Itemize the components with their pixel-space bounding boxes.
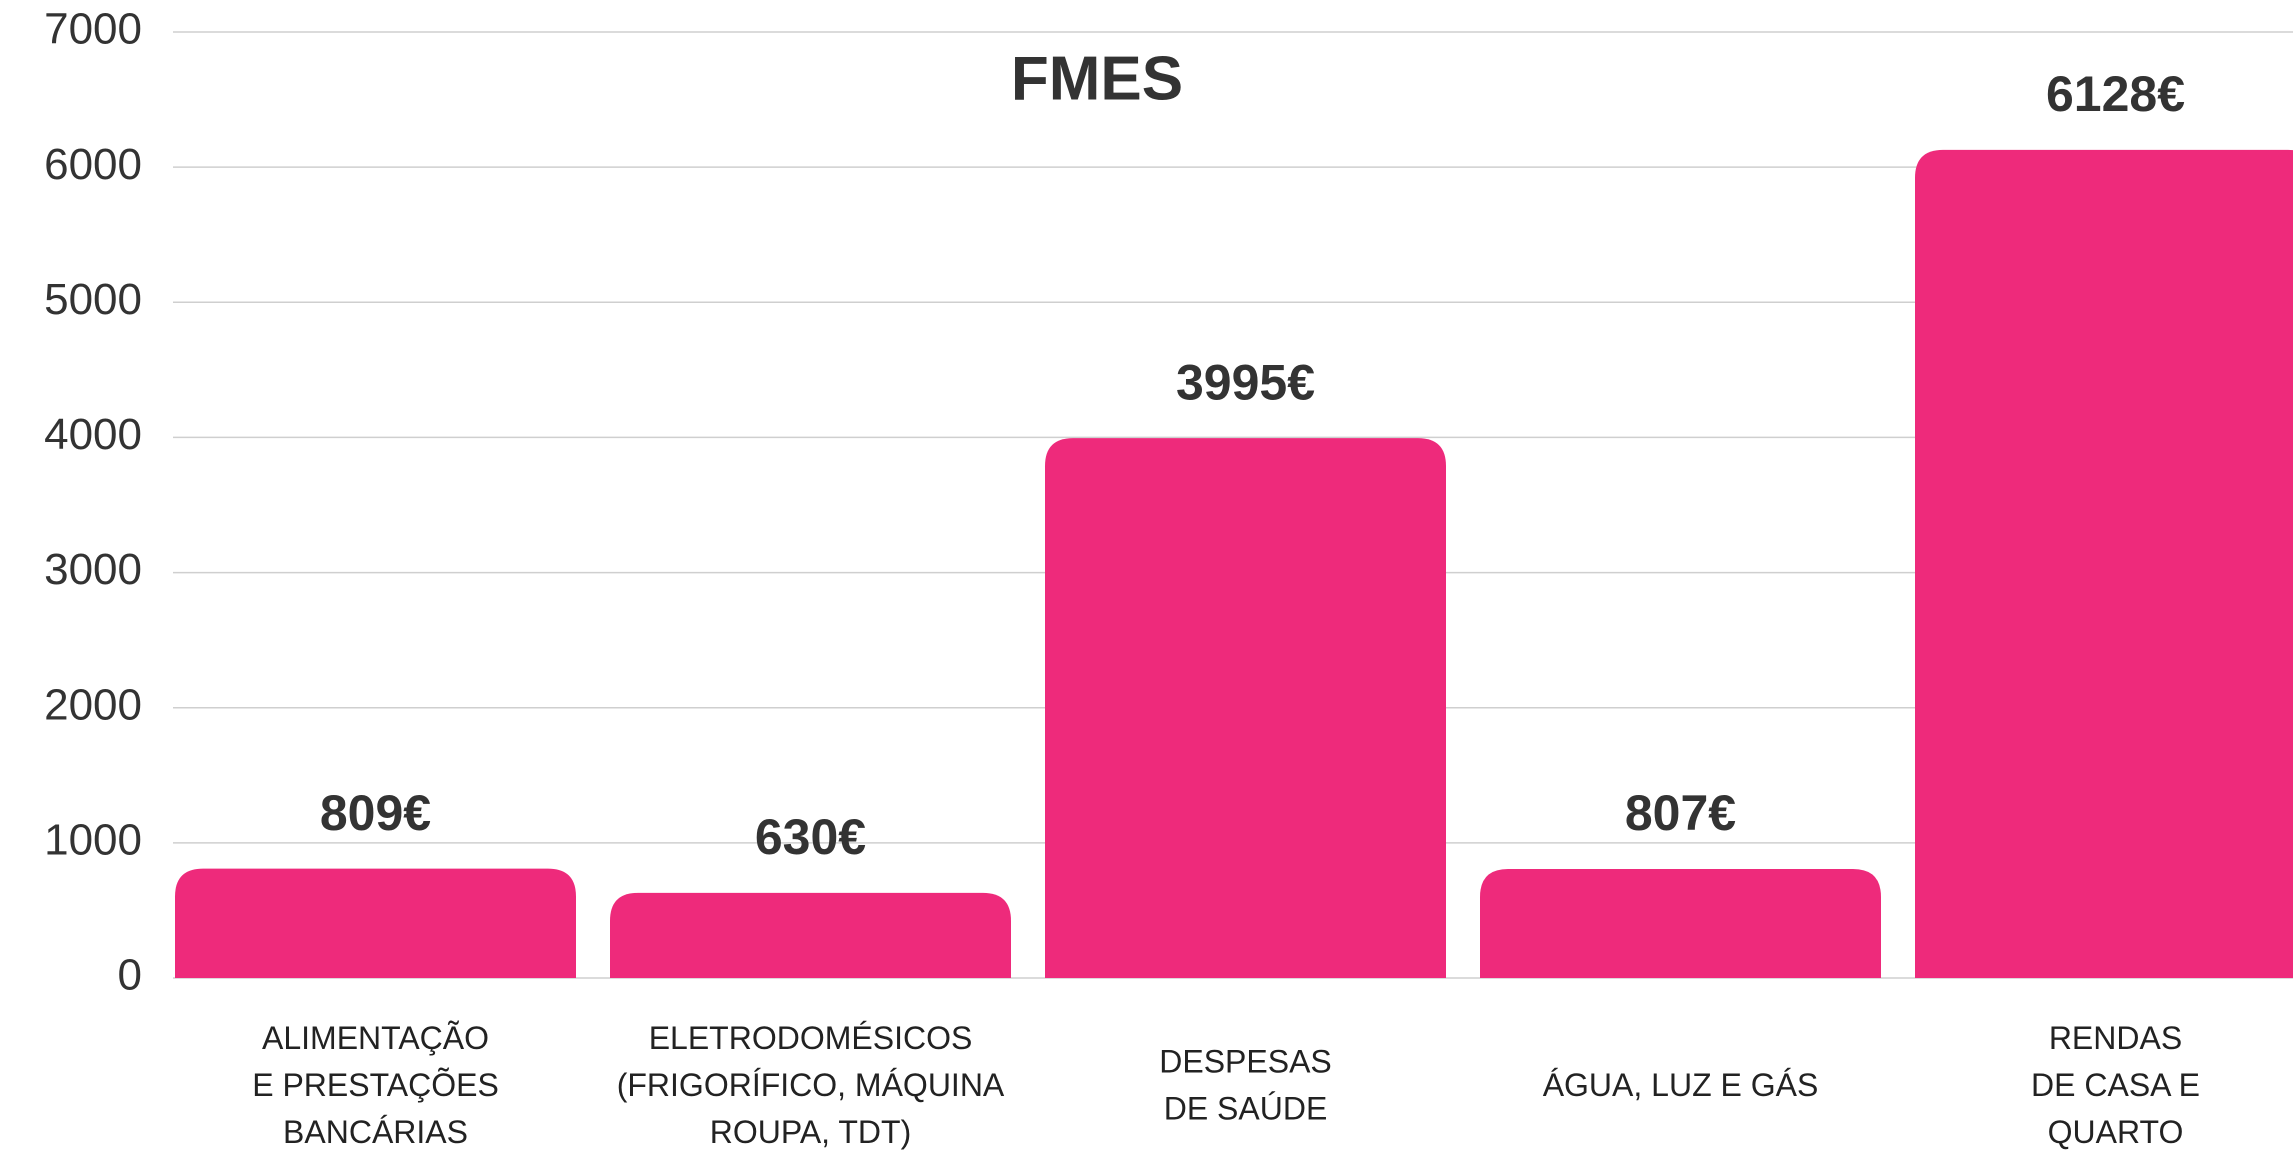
bar: [610, 892, 1011, 978]
value-label: 3995€: [1176, 354, 1315, 410]
y-tick-label: 7000: [44, 5, 142, 54]
x-tick-label: DESPESAS DE SAÚDE: [1159, 1044, 1332, 1127]
x-tick-label: ÁGUA, LUZ E GÁS: [1543, 1067, 1819, 1103]
y-tick-label: 4000: [44, 410, 142, 459]
x-tick-label: ALIMENTAÇÃO E PRESTAÇÕES BANCÁRIAS: [252, 1020, 499, 1150]
y-tick-label: 2000: [44, 680, 142, 729]
bar: [175, 868, 576, 978]
y-tick-label: 6000: [44, 140, 142, 189]
y-tick-label: 0: [118, 951, 142, 1000]
x-tick-label: RENDAS DE CASA E QUARTO: [2031, 1020, 2200, 1150]
value-label: 809€: [320, 785, 431, 841]
bar: [1045, 438, 1446, 979]
bar: [1915, 149, 2293, 978]
y-tick-label: 1000: [44, 815, 142, 864]
chart-title: FMES: [1011, 44, 1183, 113]
bar: [1480, 868, 1881, 978]
y-tick-label: 5000: [44, 275, 142, 324]
value-label: 6128€: [2046, 66, 2185, 122]
value-label: 630€: [755, 809, 866, 865]
y-tick-label: 3000: [44, 545, 142, 594]
value-label: 807€: [1625, 785, 1736, 841]
x-tick-label: ELETRODOMÉSICOS (FRIGORÍFICO, MÁQUINA ROUP…: [617, 1020, 1005, 1150]
